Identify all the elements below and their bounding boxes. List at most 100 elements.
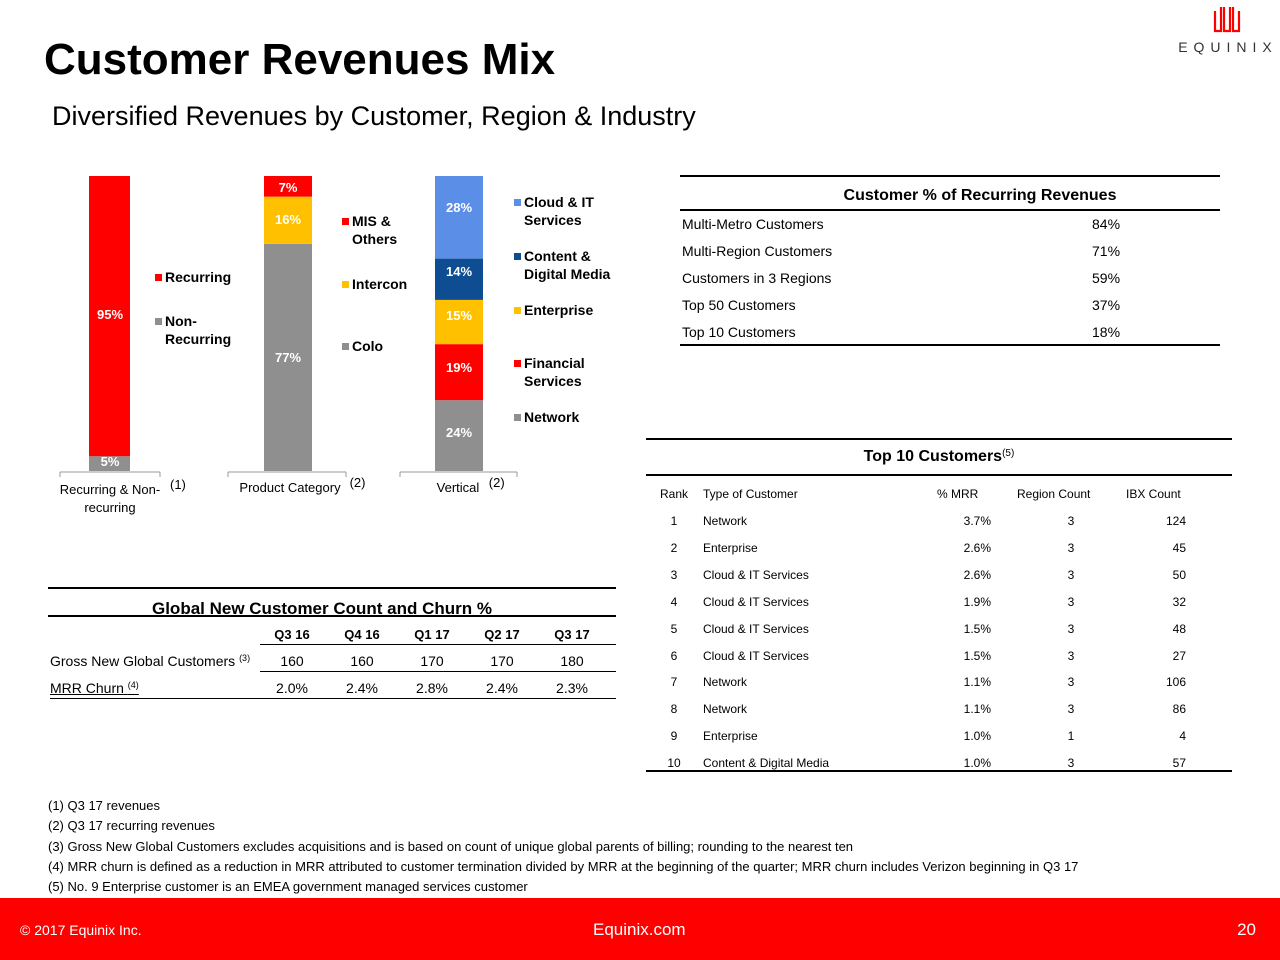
quarter-header: Q3 16	[274, 627, 310, 642]
top10-row: 3 Cloud & IT Services 2.6% 3 50	[646, 568, 1232, 595]
quarter-header: Q1 17	[414, 627, 450, 642]
top10-cell-type: Network	[703, 675, 748, 690]
legend-swatch	[514, 199, 521, 206]
legend-swatch	[514, 253, 521, 260]
customer-pct-row: Multi-Region Customers 71%	[680, 238, 1220, 265]
data-label: 16%	[275, 212, 301, 227]
footnotes: (1) Q3 17 revenues (2) Q3 17 recurring re…	[48, 796, 1078, 897]
mrr-churn-value: 2.4%	[486, 680, 518, 696]
equinix-logo[interactable]: EQUINIX	[1178, 5, 1278, 57]
top10-cell-region: 3	[1067, 702, 1075, 717]
data-label: 14%	[446, 264, 472, 279]
customer-pct-row: Top 50 Customers 37%	[680, 292, 1220, 319]
mrr-churn-value: 2.8%	[416, 680, 448, 696]
top10-cell-rank: 5	[670, 621, 678, 636]
legend-swatch	[155, 318, 162, 325]
category-label: Product Category	[239, 480, 341, 495]
top10-cell-ibx: 86	[1172, 702, 1186, 717]
top10-cell-rank: 8	[670, 702, 678, 717]
customer-pct-value: 59%	[1092, 270, 1121, 286]
data-label: 95%	[97, 307, 123, 322]
bar-segment-content-digital-media	[435, 258, 483, 300]
top10-cell-rank: 7	[670, 675, 678, 690]
top10-cell-mrr: 1.1%	[963, 675, 991, 690]
top10-row: 6 Cloud & IT Services 1.5% 3 27	[646, 649, 1232, 676]
customer-pct-value: 18%	[1092, 324, 1121, 340]
legend-label: Financial	[524, 355, 585, 371]
top10-cell-ibx: 50	[1172, 567, 1186, 582]
data-label: 28%	[446, 200, 472, 215]
top10-table: Top 10 Customers(5) Rank Type of Custome…	[646, 438, 1232, 774]
legend-swatch	[342, 281, 349, 288]
legend-swatch	[342, 218, 349, 225]
churn-label: MRR Churn (4)	[50, 680, 139, 696]
top10-cell-region: 3	[1067, 540, 1075, 555]
site-link[interactable]: Equinix.com	[593, 920, 686, 939]
top10-cell-type: Enterprise	[703, 729, 758, 744]
legend-label: Services	[524, 373, 582, 389]
data-label: 19%	[446, 360, 472, 375]
legend-label: Non-	[165, 313, 197, 329]
top10-cell-region: 1	[1067, 729, 1075, 744]
legend-label: Others	[352, 231, 397, 247]
top10-cell-ibx: 4	[1179, 729, 1186, 744]
customer-pct-value: 71%	[1092, 243, 1121, 259]
mrr-churn-value: 2.4%	[346, 680, 378, 696]
mrr-churn-value: 2.0%	[276, 680, 308, 696]
category-footnote: (2)	[489, 475, 505, 490]
equinix-logo-icon	[1213, 7, 1241, 33]
top10-cell-rank: 2	[670, 540, 678, 555]
legend-label: Enterprise	[524, 302, 593, 318]
top10-cell-ibx: 27	[1172, 648, 1186, 663]
legend-label: Network	[524, 409, 579, 425]
customer-pct-label: Multi-Region Customers	[682, 243, 833, 259]
top10-cell-mrr: 2.6%	[963, 567, 991, 582]
top10-cell-region: 3	[1067, 756, 1075, 771]
legend-label: MIS &	[352, 213, 391, 229]
top10-cell-rank: 6	[670, 648, 678, 663]
customer-pct-label: Top 10 Customers	[682, 324, 796, 340]
footnote: (5) No. 9 Enterprise customer is an EMEA…	[48, 879, 528, 895]
top10-row: 8 Network 1.1% 3 86	[646, 702, 1232, 729]
top10-cell-rank: 9	[670, 729, 678, 744]
footnote: (3) Gross New Global Customers excludes …	[48, 838, 854, 854]
legend-label: Cloud & IT	[524, 194, 594, 210]
churn-title: Global New Customer Count and Churn %	[48, 587, 616, 618]
top10-header-row: Rank Type of Customer % MRR Region Count…	[646, 487, 1232, 514]
top10-cell-type: Enterprise	[703, 540, 758, 555]
footnote: (4) MRR churn is defined as a reduction …	[48, 858, 1079, 874]
legend-label: Content &	[524, 248, 591, 264]
quarter-header: Q2 17	[484, 627, 520, 642]
top10-cell-type: Cloud & IT Services	[703, 621, 809, 636]
legend-label: Recurring	[165, 331, 231, 347]
bar-segment-non-recurring	[89, 456, 130, 471]
top10-cell-mrr: 2.6%	[963, 540, 991, 555]
data-label: 24%	[446, 425, 472, 440]
top10-title: Top 10 Customers(5)	[863, 448, 1015, 465]
top10-cell-region: 3	[1067, 648, 1075, 663]
footnote: (2) Q3 17 recurring revenues	[48, 818, 215, 834]
customer-pct-table: Customer % of Recurring Revenues Multi-M…	[680, 175, 1220, 346]
customer-pct-row: Customers in 3 Regions 59%	[680, 265, 1220, 292]
page-number: 20	[1237, 920, 1256, 939]
col-rank: Rank	[660, 487, 689, 501]
top10-cell-region: 3	[1067, 567, 1075, 582]
legend-label: Recurring	[165, 269, 231, 285]
col-ibx: IBX Count	[1126, 487, 1181, 501]
stacked-bar-charts: 5% 95% Recurring & Non- (1) recurring Recurri…	[59, 176, 611, 515]
top10-cell-type: Network	[703, 702, 748, 717]
data-label: 5%	[101, 454, 120, 469]
copyright: © 2017 Equinix Inc.	[20, 922, 142, 938]
top10-cell-rank: 4	[670, 594, 678, 609]
bar-segment-intercon	[264, 196, 312, 244]
bar-segment-cloud-it-services	[435, 176, 483, 259]
bar-segment-colo	[264, 243, 312, 471]
gross-new-value: 180	[560, 653, 584, 669]
top10-cell-region: 3	[1067, 514, 1075, 528]
category-footnote: (2)	[350, 475, 366, 490]
top10-cell-mrr: 1.0%	[963, 756, 991, 771]
top10-cell-rank: 3	[670, 567, 678, 582]
gross-new-value: 170	[420, 653, 444, 669]
legend-label: Services	[524, 212, 582, 228]
quarter-header: Q4 16	[344, 627, 380, 642]
